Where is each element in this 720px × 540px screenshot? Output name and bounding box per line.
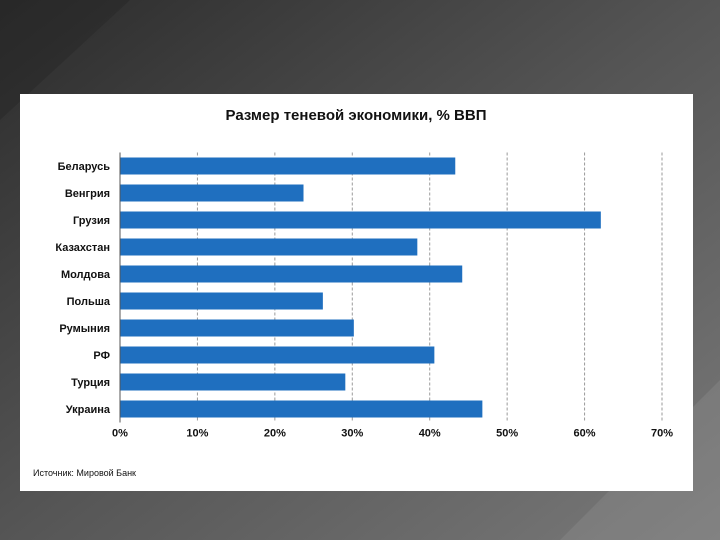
- x-tick-label: 30%: [341, 428, 363, 440]
- source-note: Источник: Мировой Банк: [33, 468, 136, 478]
- category-label: Венгрия: [65, 188, 110, 200]
- category-label: Грузия: [73, 215, 110, 227]
- bar: [120, 319, 354, 337]
- bar: [120, 157, 456, 175]
- bars: [120, 157, 601, 418]
- x-axis-tick-labels: 0% 10% 20% 30% 40% 50% 60% 70%: [112, 428, 673, 440]
- category-labels: Беларусь Венгрия Грузия Казахстан Молдова Пол…: [55, 161, 111, 416]
- bar: [120, 211, 601, 229]
- bar: [120, 265, 463, 283]
- x-tick-label: 50%: [496, 428, 518, 440]
- slide-shape-left: [0, 0, 130, 120]
- category-label: Румыния: [59, 323, 110, 335]
- x-tick-label: 10%: [186, 428, 208, 440]
- bar: [120, 184, 304, 202]
- x-tick-label: 20%: [264, 428, 286, 440]
- category-label: Беларусь: [58, 161, 111, 173]
- bar: [120, 292, 323, 310]
- chart-panel: Размер теневой экономики, % ВВП Беларусь…: [20, 94, 693, 491]
- category-label: Польша: [67, 296, 111, 308]
- bar: [120, 400, 483, 418]
- bar-chart: Размер теневой экономики, % ВВП Беларусь…: [33, 107, 673, 478]
- x-tick-label: 0%: [112, 428, 128, 440]
- category-label: РФ: [93, 350, 110, 362]
- bar: [120, 373, 346, 391]
- chart-title: Размер теневой экономики, % ВВП: [226, 107, 487, 124]
- bar: [120, 346, 435, 364]
- category-label: Молдова: [61, 269, 111, 281]
- category-label: Украина: [66, 404, 111, 416]
- category-label: Казахстан: [55, 242, 110, 254]
- x-tick-label: 60%: [574, 428, 596, 440]
- x-tick-label: 70%: [651, 428, 673, 440]
- category-label: Турция: [71, 377, 110, 389]
- bar: [120, 238, 418, 256]
- x-tick-label: 40%: [419, 428, 441, 440]
